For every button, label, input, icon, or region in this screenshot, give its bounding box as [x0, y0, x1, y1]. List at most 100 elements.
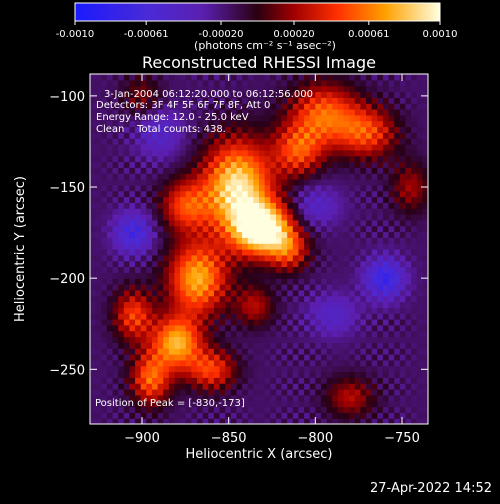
- heatmap-cell: [180, 284, 187, 291]
- heatmap-cell: [112, 208, 119, 215]
- heatmap-cell: [236, 237, 243, 244]
- heatmap-cell: [371, 394, 378, 402]
- heatmap-cell: [151, 313, 159, 320]
- heatmap-cell: [168, 278, 176, 285]
- heatmap-cell: [230, 319, 238, 326]
- heatmap-cell: [129, 260, 136, 268]
- heatmap-cell: [208, 167, 215, 174]
- heatmap-cell: [382, 173, 390, 180]
- heatmap-cell: [163, 272, 170, 279]
- heatmap-cell: [191, 103, 198, 110]
- heatmap-cell: [213, 225, 221, 233]
- heatmap-cell: [157, 324, 164, 332]
- heatmap-cell: [320, 295, 328, 303]
- heatmap-cell: [366, 394, 373, 402]
- heatmap-cell: [242, 284, 249, 291]
- heatmap-cell: [416, 237, 423, 244]
- heatmap-cell: [180, 266, 187, 273]
- heatmap-cell: [140, 301, 147, 308]
- heatmap-cell: [163, 243, 170, 250]
- heatmap-cell: [253, 371, 260, 378]
- heatmap-cell: [90, 74, 97, 81]
- heatmap-cell: [146, 219, 153, 227]
- heatmap-cell: [180, 132, 187, 139]
- heatmap-cell: [405, 85, 412, 93]
- heatmap-cell: [320, 307, 328, 314]
- y-tick-label: −200: [49, 272, 85, 287]
- heatmap-cell: [101, 161, 108, 168]
- heatmap-cell: [219, 377, 226, 384]
- heatmap-cell: [337, 97, 345, 104]
- heatmap-cell: [180, 418, 187, 424]
- heatmap-cell: [411, 289, 418, 297]
- heatmap-cell: [118, 196, 125, 203]
- heatmap-cell: [253, 161, 260, 168]
- heatmap-cell: [236, 278, 243, 285]
- heatmap-cell: [264, 138, 271, 145]
- heatmap-cell: [399, 278, 407, 285]
- heatmap-cell: [399, 79, 407, 87]
- heatmap-cell: [247, 371, 254, 378]
- heatmap-cell: [337, 208, 345, 215]
- heatmap-cell: [151, 354, 159, 361]
- heatmap-cell: [298, 400, 305, 408]
- heatmap-cell: [230, 243, 238, 250]
- heatmap-cell: [146, 120, 153, 128]
- heatmap-cell: [140, 319, 147, 326]
- heatmap-cell: [197, 371, 204, 378]
- heatmap-cell: [371, 190, 378, 198]
- heatmap-cell: [140, 249, 147, 256]
- heatmap-cell: [264, 85, 271, 93]
- heatmap-cell: [123, 103, 131, 110]
- heatmap-cell: [270, 272, 277, 279]
- heatmap-cell: [225, 109, 232, 116]
- heatmap-cell: [95, 406, 102, 413]
- heatmap-cell: [140, 109, 147, 116]
- heatmap-cell: [101, 237, 108, 244]
- heatmap-cell: [236, 400, 243, 408]
- heatmap-cell: [225, 342, 232, 349]
- heatmap-cell: [315, 249, 322, 256]
- y-tick-label: −100: [49, 90, 85, 105]
- heatmap-cell: [399, 91, 407, 98]
- heatmap-cell: [168, 79, 176, 87]
- heatmap-cell: [230, 313, 238, 320]
- heatmap-cell: [394, 74, 401, 81]
- heatmap-cell: [230, 400, 238, 408]
- heatmap-cell: [405, 319, 412, 326]
- heatmap-cell: [382, 109, 390, 116]
- heatmap-cell: [230, 284, 238, 291]
- heatmap-cell: [118, 126, 125, 133]
- heatmap-cell: [287, 301, 294, 308]
- heatmap-cell: [309, 272, 316, 279]
- heatmap-cell: [106, 400, 114, 408]
- heatmap-cell: [360, 237, 367, 244]
- heatmap-cell: [422, 278, 428, 285]
- heatmap-cell: [123, 173, 131, 180]
- heatmap-cell: [157, 74, 164, 81]
- heatmap-cell: [309, 266, 316, 273]
- heatmap-cell: [281, 208, 288, 215]
- heatmap-cell: [405, 342, 412, 349]
- heatmap-cell: [377, 132, 384, 139]
- heatmap-cell: [202, 342, 209, 349]
- heatmap-cell: [129, 79, 136, 87]
- heatmap-cell: [208, 284, 215, 291]
- heatmap-cell: [326, 272, 333, 279]
- heatmap-cell: [112, 103, 119, 110]
- heatmap-cell: [416, 406, 423, 413]
- heatmap-cell: [259, 120, 266, 128]
- heatmap-cell: [151, 301, 159, 308]
- heatmap-cell: [151, 307, 159, 314]
- heatmap-cell: [135, 179, 142, 186]
- heatmap-cell: [135, 324, 142, 332]
- x-tick-label: −800: [297, 431, 333, 446]
- heatmap-cell: [320, 354, 328, 361]
- heatmap-cell: [377, 371, 384, 378]
- heatmap-cell: [140, 377, 147, 384]
- heatmap-cell: [411, 383, 418, 390]
- colorbar: [74, 2, 441, 22]
- heatmap-cell: [366, 354, 373, 361]
- heatmap-cell: [129, 254, 136, 262]
- heatmap-cell: [168, 289, 176, 297]
